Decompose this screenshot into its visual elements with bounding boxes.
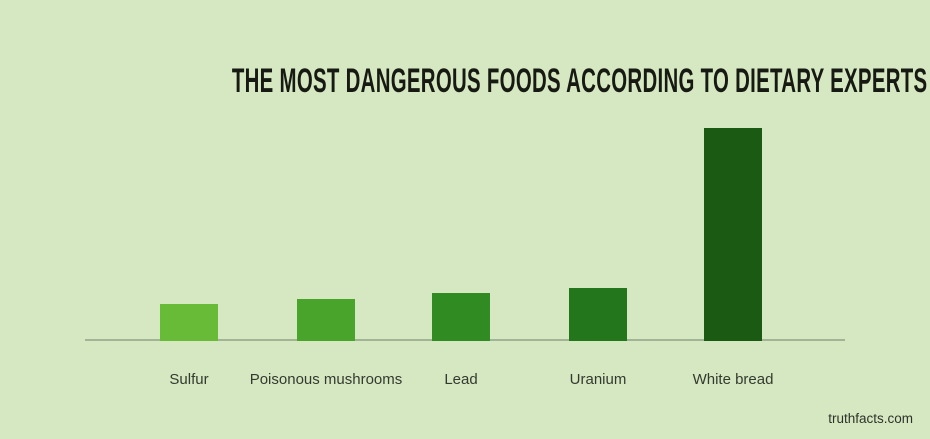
bar-white-bread xyxy=(704,128,762,341)
chart-title-text: THE MOST DANGEROUS FOODS ACCORDING TO DI… xyxy=(231,62,928,100)
chart-title: THE MOST DANGEROUS FOODS ACCORDING TO DI… xyxy=(0,64,930,105)
bar-label-poisonous-mushrooms: Poisonous mushrooms xyxy=(249,371,403,388)
bar-uranium xyxy=(569,288,627,341)
bar-label-white-bread: White bread xyxy=(692,371,774,388)
bar-poisonous-mushrooms xyxy=(297,299,355,341)
bar-lead xyxy=(432,293,490,341)
bar-label-uranium: Uranium xyxy=(569,371,627,388)
bar-label-lead: Lead xyxy=(444,371,478,388)
bar-sulfur xyxy=(160,304,218,341)
bar-label-sulfur: Sulfur xyxy=(169,371,209,388)
watermark-truthfacts: truthfacts.com xyxy=(828,411,913,426)
